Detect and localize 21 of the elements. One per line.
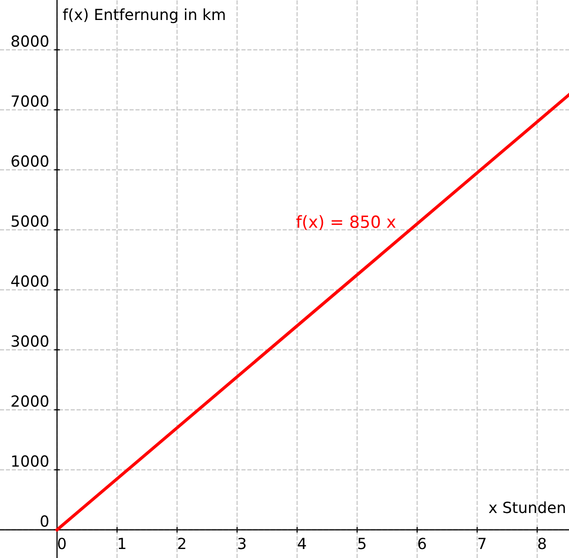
x-tick-label: 8: [538, 538, 546, 550]
x-tick-label: 6: [418, 538, 426, 550]
x-axis-title: x Stunden: [488, 501, 565, 514]
y-tick-label: 2000: [12, 395, 48, 407]
y-tick-label: 7000: [12, 95, 48, 107]
y-axis-title: f(x) Entfernung in km: [62, 8, 225, 24]
y-tick-label: 1000: [12, 455, 48, 467]
y-tick-label: 8000: [12, 35, 48, 47]
x-tick-label: 3: [238, 538, 246, 550]
y-tick-label: 6000: [12, 155, 48, 167]
x-tick-label: 0: [58, 538, 66, 550]
x-tick-label: 7: [478, 538, 486, 550]
y-tick-label: 3000: [12, 335, 48, 347]
x-tick-label: 2: [178, 538, 186, 550]
y-tick-label: 5000: [12, 215, 48, 227]
y-tick-label: 4000: [11, 275, 48, 287]
x-tick-label: 5: [358, 538, 366, 550]
x-tick-label: 4: [298, 538, 306, 550]
annotation: f(x) = 850 x: [296, 215, 396, 230]
x-tick-label: 1: [118, 538, 126, 550]
y-tick-label: 0: [40, 515, 48, 527]
